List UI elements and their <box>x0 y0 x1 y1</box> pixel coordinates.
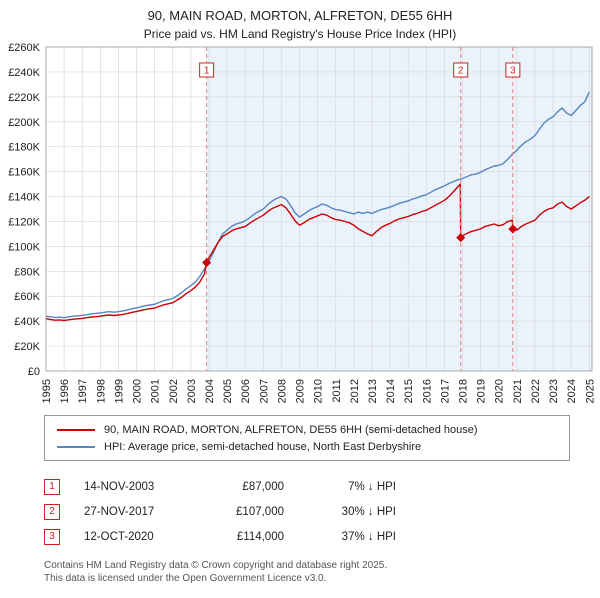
svg-text:2021: 2021 <box>512 379 524 403</box>
svg-text:2015: 2015 <box>403 379 415 403</box>
transaction-hpi-delta: 37% ↓ HPI <box>341 530 396 543</box>
svg-text:1996: 1996 <box>59 379 71 403</box>
legend-label-property: 90, MAIN ROAD, MORTON, ALFRETON, DE55 6H… <box>104 423 478 436</box>
svg-text:£140K: £140K <box>8 192 40 204</box>
transaction-date: 12-OCT-2020 <box>84 530 154 543</box>
transaction-row-2: 2 27-NOV-2017 £107,000 30% ↓ HPI <box>44 499 600 524</box>
svg-text:2007: 2007 <box>258 379 270 403</box>
svg-text:2012: 2012 <box>349 379 361 403</box>
svg-text:1998: 1998 <box>95 379 107 403</box>
svg-text:2019: 2019 <box>476 379 488 403</box>
svg-text:£160K: £160K <box>8 167 40 179</box>
svg-text:£220K: £220K <box>8 92 40 104</box>
footer-line1: Contains HM Land Registry data © Crown c… <box>44 560 388 571</box>
svg-text:1995: 1995 <box>41 379 53 403</box>
svg-text:1999: 1999 <box>113 379 125 403</box>
svg-text:2006: 2006 <box>240 379 252 403</box>
transaction-hpi-delta: 30% ↓ HPI <box>341 505 396 518</box>
svg-text:1: 1 <box>204 66 210 77</box>
legend-label-hpi: HPI: Average price, semi-detached house,… <box>104 440 422 453</box>
svg-text:£60K: £60K <box>14 291 40 303</box>
svg-text:£240K: £240K <box>8 67 40 79</box>
svg-text:2010: 2010 <box>313 379 325 403</box>
transaction-row-3: 3 12-OCT-2020 £114,000 37% ↓ HPI <box>44 524 600 549</box>
svg-text:2025: 2025 <box>584 379 596 403</box>
svg-text:2013: 2013 <box>367 379 379 403</box>
svg-text:2000: 2000 <box>132 379 144 403</box>
price-history-chart: 1 2 3 £0 £20K £40K £60K £80K £100K £120K £140K £160… <box>8 43 596 403</box>
svg-text:£200K: £200K <box>8 117 40 129</box>
svg-text:2018: 2018 <box>458 379 470 403</box>
footer-line2: This data is licensed under the Open Gov… <box>44 573 327 584</box>
svg-text:£180K: £180K <box>8 142 40 154</box>
transaction-number-badge: 1 <box>44 478 60 495</box>
legend-item-hpi: HPI: Average price, semi-detached house,… <box>53 438 561 455</box>
transaction-hpi-delta: 7% ↓ HPI <box>348 480 396 493</box>
transaction-date: 27-NOV-2017 <box>84 505 155 518</box>
svg-text:£120K: £120K <box>8 216 40 228</box>
svg-text:1997: 1997 <box>77 379 89 403</box>
svg-text:2014: 2014 <box>385 379 397 403</box>
svg-text:2003: 2003 <box>186 379 198 403</box>
property-line-swatch <box>57 428 95 431</box>
license-footer: Contains HM Land Registry data © Crown c… <box>44 559 600 585</box>
transaction-number-badge: 3 <box>44 528 60 545</box>
svg-text:£40K: £40K <box>14 316 40 328</box>
svg-text:£80K: £80K <box>14 266 40 278</box>
transactions-table: 1 14-NOV-2003 £87,000 7% ↓ HPI 2 27-NOV-… <box>44 474 600 549</box>
svg-text:2001: 2001 <box>150 379 162 403</box>
page-title: 90, MAIN ROAD, MORTON, ALFRETON, DE55 6H… <box>147 8 453 23</box>
svg-text:£0: £0 <box>28 366 40 378</box>
transaction-date: 14-NOV-2003 <box>84 480 155 493</box>
svg-text:2024: 2024 <box>566 379 578 403</box>
transaction-row-1: 1 14-NOV-2003 £87,000 7% ↓ HPI <box>44 474 600 499</box>
transaction-price: £107,000 <box>236 505 284 518</box>
svg-text:2009: 2009 <box>295 379 307 403</box>
svg-text:2017: 2017 <box>439 379 451 403</box>
svg-text:2022: 2022 <box>530 379 542 403</box>
svg-text:3: 3 <box>510 66 516 77</box>
svg-text:2002: 2002 <box>168 379 180 403</box>
legend-item-property: 90, MAIN ROAD, MORTON, ALFRETON, DE55 6H… <box>53 421 561 438</box>
svg-text:£20K: £20K <box>14 341 40 353</box>
transaction-number-badge: 2 <box>44 503 60 520</box>
svg-text:2011: 2011 <box>331 379 343 403</box>
transaction-price: £87,000 <box>242 480 284 493</box>
hpi-line-swatch <box>57 445 95 448</box>
svg-text:2004: 2004 <box>204 379 216 403</box>
svg-text:2016: 2016 <box>421 379 433 403</box>
svg-text:2023: 2023 <box>548 379 560 403</box>
svg-text:£100K: £100K <box>8 241 40 253</box>
svg-text:2020: 2020 <box>494 379 506 403</box>
svg-text:2005: 2005 <box>222 379 234 403</box>
transaction-price: £114,000 <box>236 530 284 543</box>
page-subtitle: Price paid vs. HM Land Registry's House … <box>143 27 457 41</box>
svg-text:£260K: £260K <box>8 43 40 54</box>
svg-text:2008: 2008 <box>276 379 288 403</box>
svg-text:2: 2 <box>458 66 464 77</box>
chart-legend: 90, MAIN ROAD, MORTON, ALFRETON, DE55 6H… <box>44 415 570 461</box>
